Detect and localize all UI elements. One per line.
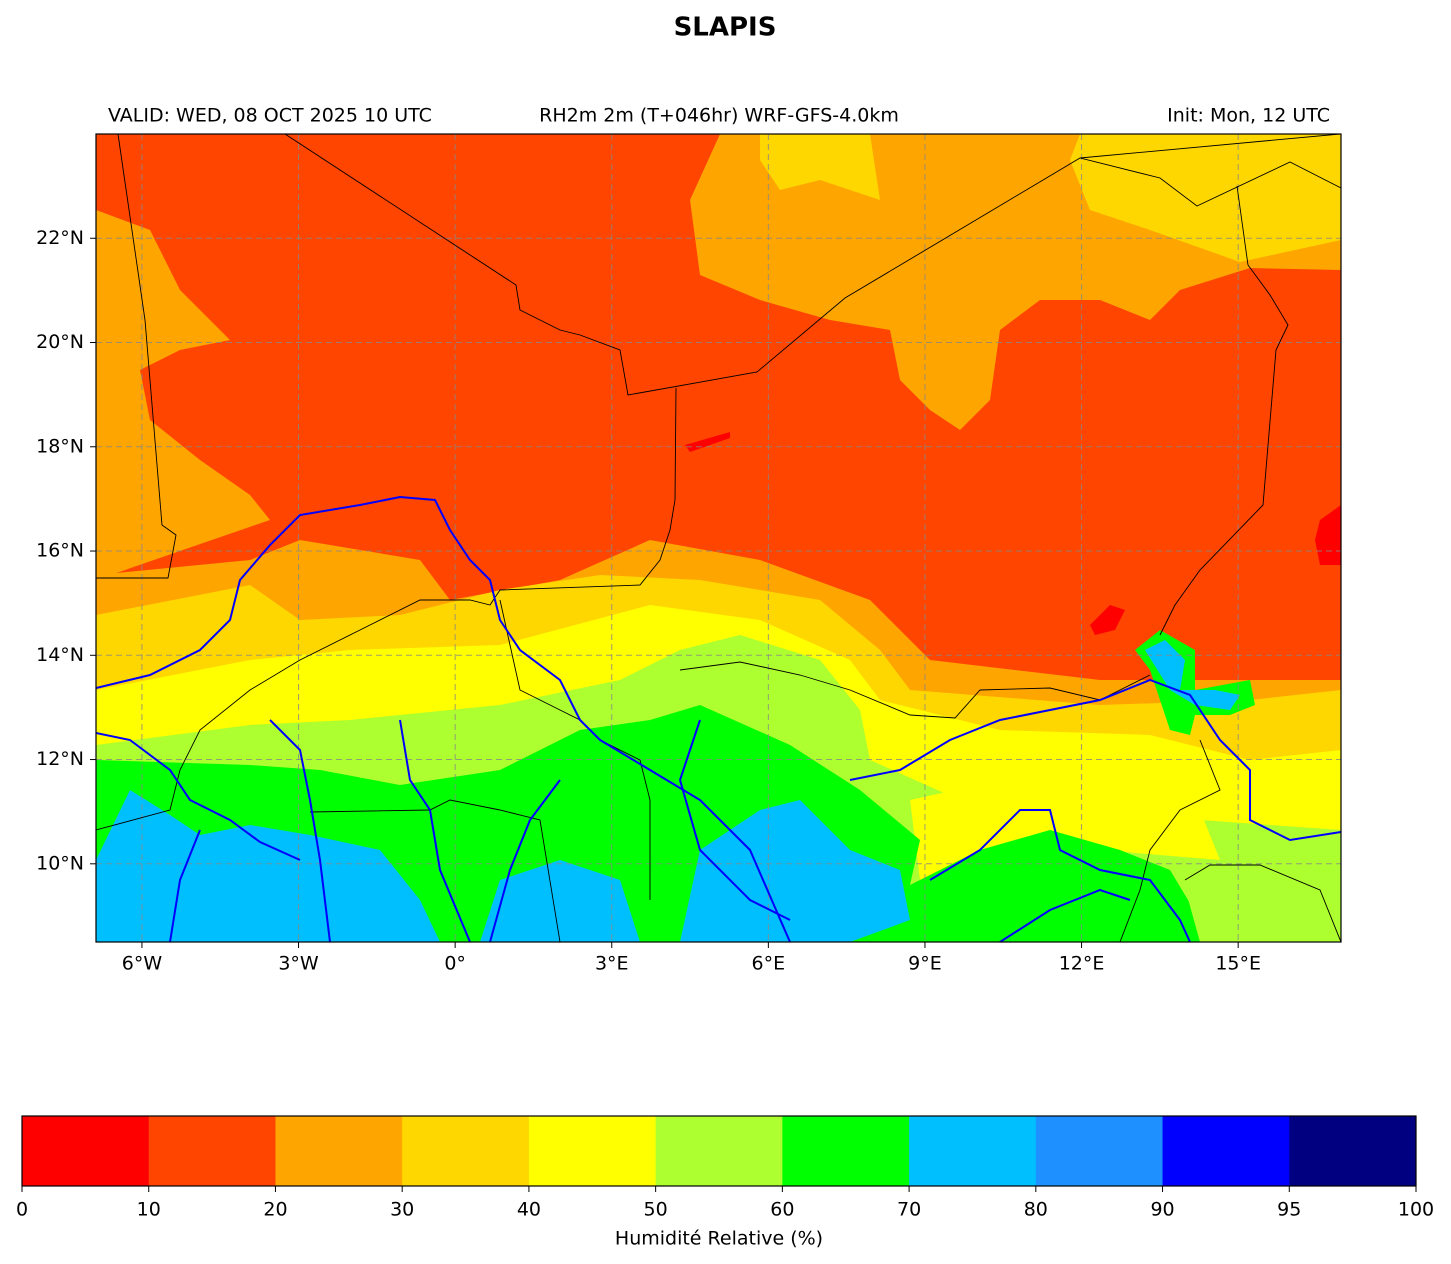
colorbar-bin — [782, 1116, 910, 1186]
lat-tick-label: 18°N — [36, 435, 84, 457]
lat-tick-label: 20°N — [36, 331, 84, 353]
colorbar-bin — [1035, 1116, 1164, 1186]
colorbar-tick-label: 0 — [16, 1199, 28, 1221]
colorbar-bin — [909, 1116, 1037, 1186]
field-description: RH2m 2m (T+046hr) WRF-GFS-4.0km — [539, 105, 899, 127]
colorbar-tick-label: 30 — [390, 1199, 414, 1221]
lon-tick-label: 3°W — [278, 953, 319, 975]
colorbar-tick-label: 90 — [1150, 1199, 1174, 1221]
colorbar: 0 10 20 30 40 50 60 70 80 90 95 100 — [16, 1115, 1434, 1221]
colorbar-frame — [21, 1115, 1417, 1187]
colorbar-tick-label: 40 — [517, 1199, 541, 1221]
lon-tick-label: 0° — [444, 953, 466, 975]
lon-tick-label: 15°E — [1215, 953, 1261, 975]
colorbar-bin — [655, 1116, 783, 1186]
humidity-field — [96, 134, 1341, 942]
lat-tick-label: 10°N — [36, 852, 84, 874]
colorbar-bin — [528, 1116, 657, 1186]
lat-tick-label: 12°N — [36, 748, 84, 770]
title: SLAPIS — [674, 13, 777, 43]
colorbar-tick-label: 80 — [1024, 1199, 1048, 1221]
init-time: Init: Mon, 12 UTC — [1167, 105, 1330, 127]
lat-tick-label: 14°N — [36, 644, 84, 666]
valid-time: VALID: WED, 08 OCT 2025 10 UTC — [108, 105, 432, 127]
colorbar-tick-label: 95 — [1277, 1199, 1301, 1221]
colorbar-bin — [1289, 1116, 1417, 1186]
map-frame — [95, 133, 1342, 943]
colorbar-label: Humidité Relative (%) — [615, 1228, 823, 1250]
lat-tick-label: 22°N — [36, 227, 84, 249]
colorbar-bin — [402, 1116, 530, 1186]
colorbar-tick-label: 10 — [137, 1199, 161, 1221]
lon-tick-label: 6°W — [122, 953, 163, 975]
colorbar-tick-label: 20 — [263, 1199, 287, 1221]
colorbar-tick-label: 50 — [644, 1199, 668, 1221]
lon-tick-label: 3°E — [595, 953, 629, 975]
colorbar-bin — [148, 1116, 276, 1186]
colorbar-bin — [22, 1116, 150, 1186]
colorbar-tick-label: 60 — [770, 1199, 794, 1221]
rivers — [96, 495, 1341, 942]
colorbar-bin — [275, 1116, 403, 1186]
lon-tick-label: 9°E — [908, 953, 942, 975]
lat-tick-label: 16°N — [36, 540, 84, 562]
lon-tick-label: 12°E — [1059, 953, 1105, 975]
colorbar-bin — [1162, 1116, 1290, 1186]
lon-tick-label: 6°E — [752, 953, 786, 975]
colorbar-tick-label: 100 — [1398, 1199, 1434, 1221]
colorbar-tick-label: 70 — [897, 1199, 921, 1221]
boundaries — [96, 134, 1341, 942]
